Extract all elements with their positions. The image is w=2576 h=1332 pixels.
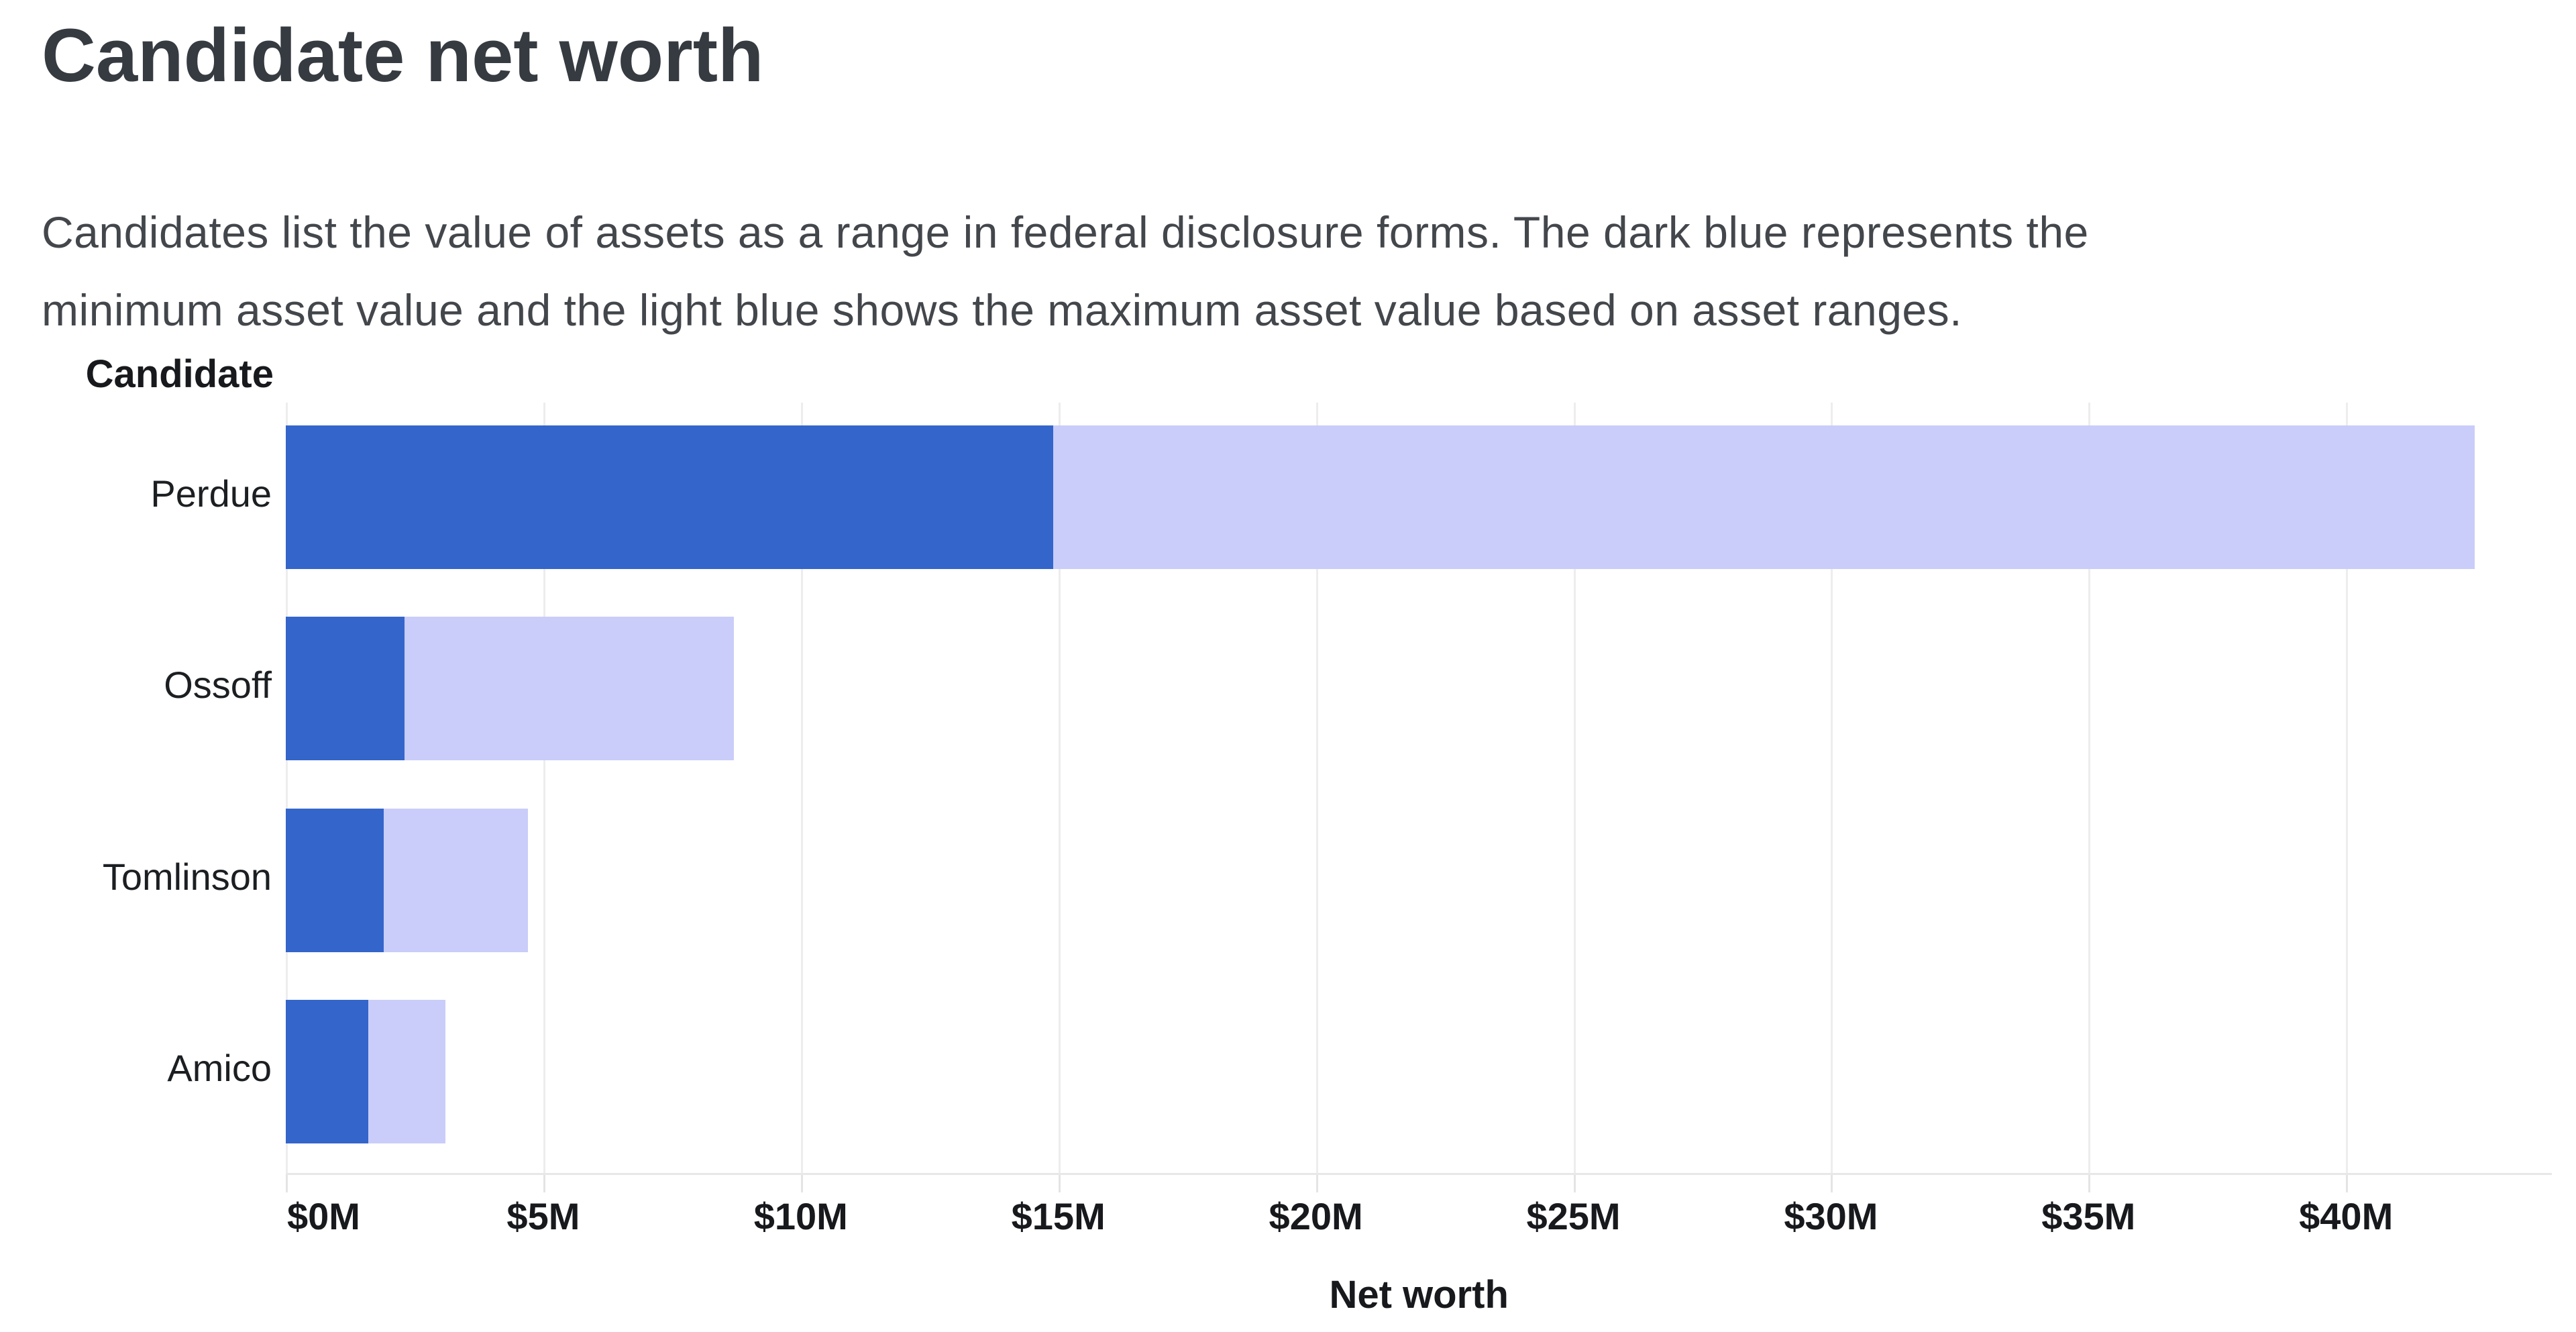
x-axis-line — [286, 1173, 2553, 1175]
bar-min-segment[interactable] — [286, 808, 384, 952]
axis-tick — [800, 1175, 803, 1192]
axis-tick — [2346, 1175, 2349, 1192]
row-label[interactable]: Tomlinson — [102, 855, 272, 898]
chart-subtitle-line-2: minimum asset value and the light blue s… — [42, 285, 1962, 335]
chart-subtitle: Candidates list the value of assets as a… — [42, 193, 2089, 349]
row-label[interactable]: Amico — [167, 1046, 272, 1089]
x-tick-label: $30M — [1784, 1195, 1878, 1237]
bar-max-segment[interactable] — [368, 999, 445, 1143]
row-axis-header: Candidate — [85, 352, 274, 396]
gridline — [1573, 403, 1576, 1173]
x-tick-label: $5M — [506, 1195, 580, 1237]
gridline — [1316, 403, 1318, 1173]
axis-tick — [1573, 1175, 1576, 1192]
axis-tick — [2088, 1175, 2091, 1192]
row-label[interactable]: Perdue — [150, 472, 272, 515]
bar-min-segment[interactable] — [286, 617, 405, 761]
axis-tick — [1831, 1175, 1833, 1192]
x-tick-label: $40M — [2299, 1195, 2394, 1237]
chart-title: Candidate net worth — [42, 13, 764, 97]
bar-max-segment[interactable] — [383, 808, 528, 952]
row-label[interactable]: Ossoff — [164, 664, 272, 707]
gridline — [2088, 403, 2091, 1173]
x-tick-label: $0M — [287, 1195, 360, 1237]
axis-tick — [1058, 1175, 1061, 1192]
bar-max-segment[interactable] — [1053, 425, 2475, 569]
gridline — [1831, 403, 1833, 1173]
x-tick-label: $10M — [753, 1195, 848, 1237]
axis-tick — [543, 1175, 545, 1192]
x-axis-title: Net worth — [1329, 1273, 1509, 1317]
x-tick-label: $20M — [1269, 1195, 1363, 1237]
gridline — [2346, 403, 2349, 1173]
bar-max-segment[interactable] — [404, 617, 734, 761]
x-tick-label: $25M — [1526, 1195, 1621, 1237]
bar-min-segment[interactable] — [286, 425, 1054, 569]
gridline — [286, 403, 288, 1173]
axis-tick — [286, 1175, 288, 1192]
gridline — [543, 403, 545, 1173]
gridline — [800, 403, 803, 1173]
x-tick-label: $15M — [1011, 1195, 1106, 1237]
x-tick-label: $35M — [2041, 1195, 2136, 1237]
bar-min-segment[interactable] — [286, 999, 368, 1143]
axis-tick — [1316, 1175, 1318, 1192]
gridline — [1058, 403, 1061, 1173]
chart-subtitle-line-1: Candidates list the value of assets as a… — [42, 207, 2089, 257]
